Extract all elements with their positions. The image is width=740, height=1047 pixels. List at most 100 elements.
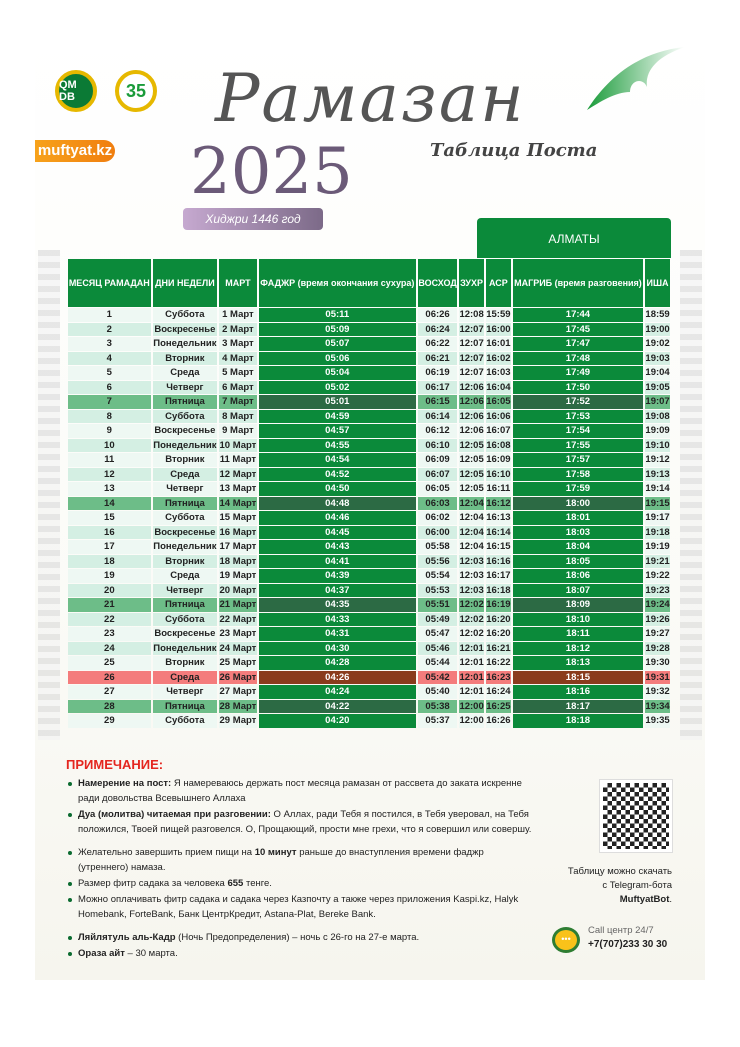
cell: 15 Март — [219, 511, 257, 525]
cell: 11 Март — [219, 453, 257, 467]
cell: 04:31 — [258, 627, 416, 641]
cell: 16:09 — [486, 453, 511, 467]
cell: 20 — [68, 583, 151, 597]
cell: 15 — [68, 511, 151, 525]
cell: 12 Март — [219, 467, 257, 481]
cell: 05:51 — [417, 598, 458, 612]
cell: 04:33 — [258, 612, 416, 626]
cell: 8 — [68, 409, 151, 423]
cell: 29 Март — [219, 714, 257, 728]
cell: 19:09 — [645, 424, 670, 438]
cell: 26 Март — [219, 670, 257, 684]
cell: 04:46 — [258, 511, 416, 525]
cell: 12:05 — [459, 482, 484, 496]
cell: 05:07 — [258, 337, 416, 351]
cell: 16:21 — [486, 641, 511, 655]
cell: Среда — [152, 366, 218, 380]
site-link[interactable]: muftyat.kz — [35, 140, 115, 162]
note-item: Ораза айт – 30 марта. — [66, 946, 536, 961]
cell: 16:06 — [486, 409, 511, 423]
cell: Понедельник — [152, 540, 218, 554]
cell: Суббота — [152, 409, 218, 423]
cell: 16:18 — [486, 583, 511, 597]
cell: 16:15 — [486, 540, 511, 554]
cell: 04:28 — [258, 656, 416, 670]
table-row: 5 Среда 5 Март 05:04 06:19 12:07 16:03 17:49 19:… — [68, 366, 670, 380]
cell: 4 — [68, 351, 151, 365]
cell: 12:04 — [459, 496, 484, 510]
cell: 05:11 — [258, 308, 416, 322]
cell: 16:20 — [486, 627, 511, 641]
cell: 12:01 — [459, 670, 484, 684]
note-item: Можно оплачивать фитр садака и садака че… — [66, 892, 536, 922]
cell: Четверг — [152, 482, 218, 496]
cell: 3 Март — [219, 337, 257, 351]
column-header: МЕСЯЦ РАМАДАН — [68, 259, 151, 307]
notes-section: ПРИМЕЧАНИЕ: Намерение на пост: Я намерев… — [66, 757, 536, 962]
cell: Воскресенье — [152, 525, 218, 539]
cell: 12:07 — [459, 351, 484, 365]
cell: 4 Март — [219, 351, 257, 365]
cell: 05:47 — [417, 627, 458, 641]
cell: 19:00 — [645, 322, 670, 336]
cell: 16:12 — [486, 496, 511, 510]
cell: 05:44 — [417, 656, 458, 670]
cell: 17:50 — [512, 380, 644, 394]
telegram-qr-code[interactable] — [599, 779, 673, 853]
left-ornament — [38, 250, 60, 740]
table-row: 9 Воскресенье 9 Март 04:57 06:12 12:06 16:07 17… — [68, 424, 670, 438]
column-header: МАГРИБ (время разговения) — [512, 259, 644, 307]
cell: 06:21 — [417, 351, 458, 365]
cell: 19:32 — [645, 685, 670, 699]
note-item: Размер фитр садака за человека 655 тенге… — [66, 876, 536, 891]
cell: 12:06 — [459, 395, 484, 409]
cell: Четверг — [152, 685, 218, 699]
cell: Вторник — [152, 351, 218, 365]
cell: 26 — [68, 670, 151, 684]
cell: 16:02 — [486, 351, 511, 365]
cell: 11 — [68, 453, 151, 467]
leaf-ornament-icon — [587, 47, 685, 110]
table-row: 13 Четверг 13 Март 04:50 06:05 12:05 16:11 17:5… — [68, 482, 670, 496]
cell: Понедельник — [152, 438, 218, 452]
cell: 16:11 — [486, 482, 511, 496]
cell: 18:09 — [512, 598, 644, 612]
cell: Четверг — [152, 583, 218, 597]
cell: 16:14 — [486, 525, 511, 539]
cell: 17:59 — [512, 482, 644, 496]
cell: 16:04 — [486, 380, 511, 394]
cell: 12:05 — [459, 438, 484, 452]
cell: 18:10 — [512, 612, 644, 626]
cell: 19:17 — [645, 511, 670, 525]
cell: 06:09 — [417, 453, 458, 467]
cell: 05:38 — [417, 699, 458, 713]
cell: 18:00 — [512, 496, 644, 510]
cell: 19:23 — [645, 583, 670, 597]
cell: Среда — [152, 670, 218, 684]
cell: 16:26 — [486, 714, 511, 728]
cell: 06:19 — [417, 366, 458, 380]
cell: Вторник — [152, 656, 218, 670]
cell: 06:00 — [417, 525, 458, 539]
cell: 12:01 — [459, 685, 484, 699]
table-row: 17 Понедельник 17 Март 04:43 05:58 12:04 16:15… — [68, 540, 670, 554]
table-row: 4 Вторник 4 Март 05:06 06:21 12:07 16:02 17:48 1… — [68, 351, 670, 365]
cell: 18:12 — [512, 641, 644, 655]
cell: 1 Март — [219, 308, 257, 322]
cell: 18:17 — [512, 699, 644, 713]
table-row: 10 Понедельник 10 Март 04:55 06:10 12:05 16:08… — [68, 438, 670, 452]
cell: 06:03 — [417, 496, 458, 510]
table-row: 22 Суббота 22 Март 04:33 05:49 12:02 16:20 18:1… — [68, 612, 670, 626]
cell: 04:24 — [258, 685, 416, 699]
table-row: 29 Суббота 29 Март 04:20 05:37 12:00 16:26 18:1… — [68, 714, 670, 728]
cell: 28 Март — [219, 699, 257, 713]
cell: 17:52 — [512, 395, 644, 409]
phone-number[interactable]: +7(707)233 30 30 — [588, 939, 668, 950]
cell: 19:31 — [645, 670, 670, 684]
cell: 06:10 — [417, 438, 458, 452]
note-item: Дуа (молитва) читаемая при разговении: О… — [66, 807, 536, 837]
cell: 18:07 — [512, 583, 644, 597]
cell: 2 Март — [219, 322, 257, 336]
cell: 19:05 — [645, 380, 670, 394]
cell: Суббота — [152, 714, 218, 728]
